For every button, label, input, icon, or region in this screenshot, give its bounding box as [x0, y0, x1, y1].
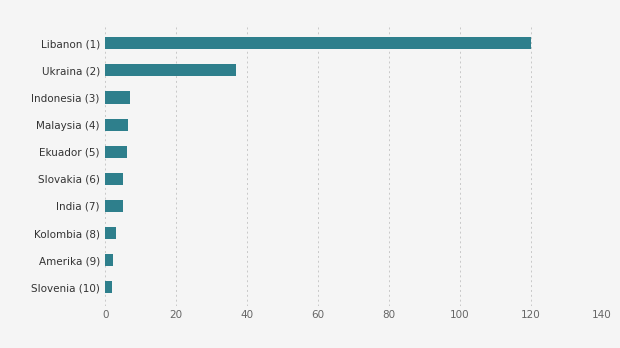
Bar [105, 173, 123, 185]
Bar [105, 227, 116, 239]
Bar [105, 92, 130, 104]
Bar [105, 281, 112, 293]
Bar [105, 200, 123, 212]
Bar [105, 146, 126, 158]
Bar [105, 119, 128, 131]
Bar [105, 64, 236, 77]
Bar [105, 254, 113, 266]
Bar [105, 37, 531, 49]
